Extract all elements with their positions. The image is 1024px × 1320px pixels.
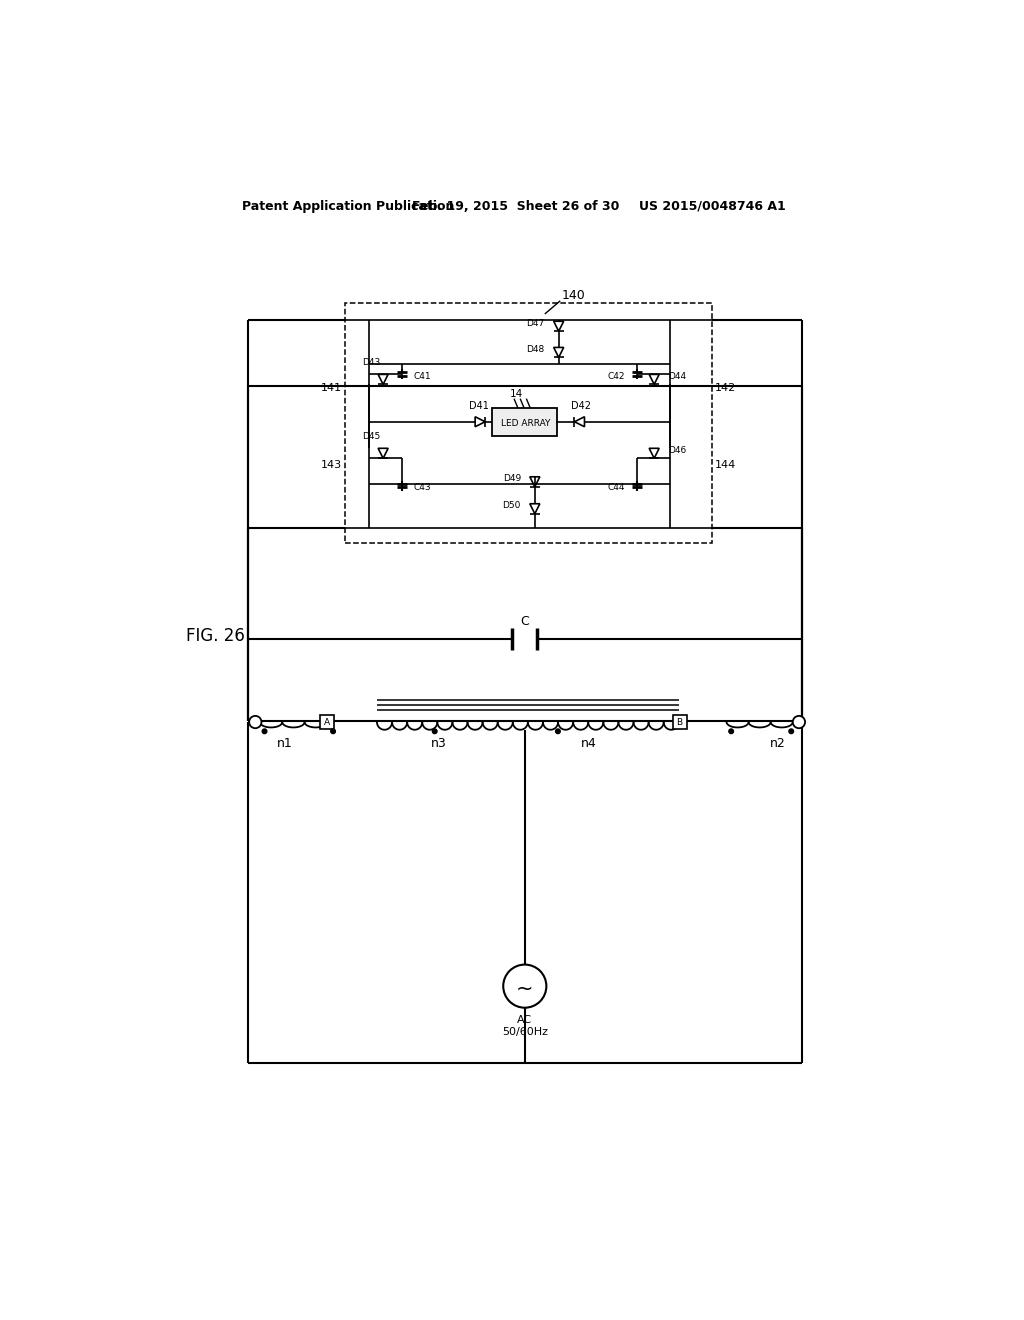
- Text: D46: D46: [668, 446, 686, 454]
- Circle shape: [793, 715, 805, 729]
- Text: US 2015/0048746 A1: US 2015/0048746 A1: [639, 199, 785, 213]
- Text: D42: D42: [571, 401, 591, 412]
- Text: A: A: [324, 718, 330, 726]
- Text: D47: D47: [526, 318, 545, 327]
- Circle shape: [729, 729, 733, 734]
- Circle shape: [249, 715, 261, 729]
- Circle shape: [262, 729, 267, 734]
- Text: 143: 143: [321, 459, 342, 470]
- Text: C41: C41: [414, 372, 431, 380]
- Text: D50: D50: [503, 502, 521, 510]
- Text: ~: ~: [516, 978, 534, 998]
- Text: 142: 142: [715, 383, 736, 393]
- Text: D43: D43: [361, 358, 380, 367]
- Text: AC
50/60Hz: AC 50/60Hz: [502, 1015, 548, 1038]
- Text: D41: D41: [469, 401, 488, 412]
- Text: C44: C44: [607, 483, 625, 492]
- Text: Patent Application Publication: Patent Application Publication: [243, 199, 455, 213]
- Bar: [319, 715, 334, 729]
- Text: 144: 144: [715, 459, 736, 470]
- Text: FIG. 26: FIG. 26: [186, 627, 245, 644]
- Text: D48: D48: [526, 345, 545, 354]
- Text: Feb. 19, 2015  Sheet 26 of 30: Feb. 19, 2015 Sheet 26 of 30: [412, 199, 618, 213]
- Bar: [492, 408, 557, 436]
- Text: D44: D44: [668, 372, 686, 380]
- Text: C42: C42: [607, 372, 625, 380]
- Text: n3: n3: [431, 737, 446, 750]
- Text: D49: D49: [503, 474, 521, 483]
- Text: n2: n2: [769, 737, 785, 750]
- Text: C43: C43: [414, 483, 431, 492]
- Text: n1: n1: [276, 737, 293, 750]
- Bar: [673, 715, 686, 729]
- Text: 141: 141: [321, 383, 342, 393]
- Text: 140: 140: [561, 289, 585, 302]
- Text: B: B: [677, 718, 683, 726]
- Circle shape: [503, 965, 547, 1007]
- Text: D45: D45: [361, 432, 380, 441]
- Text: C: C: [520, 615, 529, 628]
- Text: LED ARRAY: LED ARRAY: [501, 418, 550, 428]
- Circle shape: [331, 729, 336, 734]
- Bar: [345, 304, 712, 544]
- Circle shape: [432, 729, 437, 734]
- Text: n4: n4: [581, 737, 597, 750]
- Circle shape: [556, 729, 560, 734]
- Text: 14: 14: [510, 389, 523, 399]
- Circle shape: [788, 729, 794, 734]
